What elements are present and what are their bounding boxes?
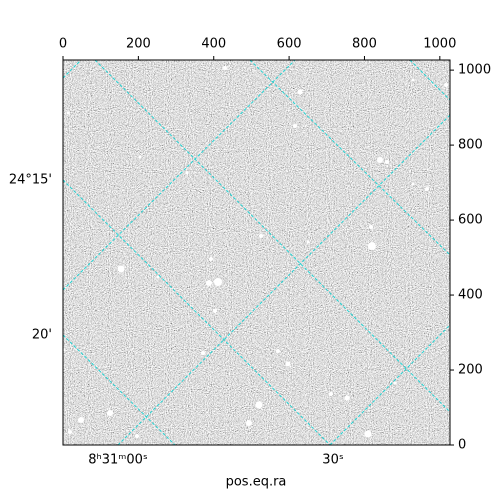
x-tick-label: 1000	[423, 37, 456, 52]
stars	[63, 66, 448, 438]
y-tick-label: 600	[458, 213, 483, 228]
grid-line	[94, 60, 450, 413]
y-tick-label: 0	[458, 438, 466, 453]
grid-line	[63, 334, 176, 445]
x-axis-label: pos.eq.ra	[226, 475, 287, 490]
grid-line	[329, 324, 450, 445]
ra-label: 30ˢ	[322, 453, 344, 468]
x-tick-label: 800	[352, 37, 377, 52]
dec-label: 24°15'	[9, 173, 52, 188]
grid-line	[409, 60, 450, 101]
grid-line	[249, 60, 450, 256]
y-tick-label: 200	[458, 363, 483, 378]
dec-label: 20'	[32, 328, 52, 343]
grid-line	[117, 114, 450, 445]
x-tick-label: 400	[201, 37, 226, 52]
image-noise	[63, 60, 450, 445]
x-tick-label: 0	[59, 37, 67, 52]
grid-line	[63, 60, 296, 291]
ra-label: 8ʰ31ᵐ00ˢ	[88, 453, 148, 468]
wcs-grid	[63, 60, 450, 445]
grid-line	[63, 179, 331, 445]
x-tick-label: 200	[126, 37, 151, 52]
grid-line	[63, 60, 82, 79]
y-tick-label: 800	[458, 138, 483, 153]
frame	[62, 59, 451, 446]
y-tick-label: 400	[458, 288, 483, 303]
x-tick-label: 600	[277, 37, 302, 52]
y-tick-label: 1000	[458, 63, 491, 78]
